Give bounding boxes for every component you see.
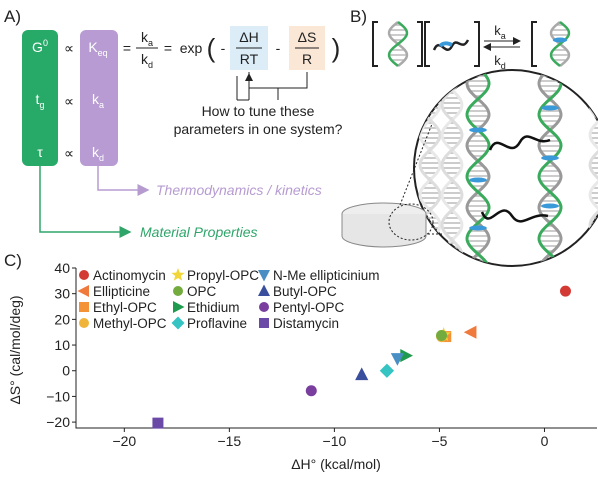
point	[464, 326, 477, 339]
fraction-num: ΔH	[239, 29, 258, 45]
legend-label: Proflavine	[187, 316, 247, 331]
point	[560, 286, 571, 297]
sub: d	[99, 153, 104, 163]
bound-drug	[541, 156, 559, 161]
bound-drug	[469, 128, 487, 133]
legend-label: Ethyl-OPC	[93, 300, 157, 315]
panel-b-art: ka kd	[342, 22, 598, 280]
connector	[249, 72, 307, 100]
proportional: ∝	[64, 93, 74, 109]
x-tick-label: −20	[112, 433, 136, 449]
paren: (	[207, 33, 216, 63]
x-tick-label: −10	[323, 433, 347, 449]
sub: g	[39, 100, 44, 110]
legend-label: Ellipticine	[93, 284, 150, 299]
panel-label: C)	[4, 251, 22, 270]
x-tick-label: −15	[217, 433, 241, 449]
legend-marker	[172, 317, 185, 330]
material-label: Material Properties	[140, 224, 258, 240]
equals: =	[123, 40, 131, 56]
sub: a	[99, 100, 104, 110]
sub: a	[148, 38, 153, 48]
legend-label: Actinomycin	[93, 268, 166, 283]
fraction-den: R	[302, 51, 312, 67]
legend-label: OPC	[187, 284, 217, 299]
proportional: ∝	[64, 145, 74, 161]
fraction-den: RT	[240, 51, 259, 67]
legend-label: Methyl-OPC	[93, 316, 167, 331]
fraction-num: ka	[141, 29, 153, 48]
panel-label: A)	[4, 7, 21, 26]
base: G	[32, 39, 43, 55]
x-axis-label: ΔH° (kcal/mol)	[291, 456, 381, 472]
legend-marker	[173, 286, 183, 296]
question: How to tune these	[202, 103, 315, 119]
rate: ka	[494, 23, 506, 41]
sub: a	[501, 31, 506, 41]
y-tick-label: 0	[62, 363, 70, 379]
fraction-num: ΔS	[298, 29, 317, 45]
page: { "panel_a": { "label": "A)", "propertie…	[0, 0, 598, 474]
y-tick-label: 20	[54, 311, 70, 327]
proportional: ∝	[64, 40, 74, 56]
fraction-den: kd	[141, 51, 153, 70]
arrow	[237, 74, 249, 100]
y-axis-label: ΔS° (cal/mol/deg)	[7, 295, 23, 404]
legend-label: Propyl-OPC	[187, 268, 259, 283]
legend-label: Pentyl-OPC	[273, 300, 345, 315]
bound-drug	[469, 226, 487, 231]
sub: d	[148, 60, 153, 70]
bound-drug	[469, 178, 487, 183]
rate: kd	[494, 53, 506, 71]
y-tick-label: 30	[54, 286, 70, 302]
legend-marker	[79, 318, 89, 328]
legend-marker	[171, 268, 184, 281]
legend-marker	[78, 285, 90, 297]
legend-label: Distamycin	[273, 316, 339, 331]
scatter-chart: C) ΔH° (kcal/mol) ΔS° (cal/mol/deg) −20 −…	[4, 251, 597, 472]
point	[306, 385, 317, 396]
arrow	[98, 166, 148, 190]
y-tick-label: −10	[46, 388, 70, 404]
legend-marker	[258, 285, 270, 297]
exp: exp	[180, 40, 203, 56]
equals: =	[164, 40, 172, 56]
dish	[342, 214, 426, 247]
bound-drug	[541, 204, 559, 209]
x-tick-label: 0	[541, 433, 549, 449]
minus: -	[276, 40, 281, 56]
figure: A) G0 tg τ Keq ka kd ∝ ∝ ∝ = ka kd = exp…	[0, 0, 598, 474]
y-tick-label: 40	[54, 260, 70, 276]
legend-marker	[173, 301, 185, 313]
thermo-label: Thermodynamics / kinetics	[156, 182, 322, 198]
minus: -	[221, 40, 226, 56]
panel-label: B)	[350, 7, 367, 26]
sub: eq	[98, 48, 108, 58]
y-tick-label: 10	[54, 337, 70, 353]
legend-label: Ethidium	[187, 300, 240, 315]
point	[436, 330, 447, 341]
property: τ	[37, 144, 43, 160]
legend-label: N-Me ellipticinium	[273, 268, 380, 283]
paren: )	[332, 33, 341, 63]
sup: 0	[43, 38, 48, 48]
arrow	[40, 166, 130, 232]
y-tick-label: −20	[46, 414, 70, 430]
legend-marker	[79, 270, 89, 280]
bound-drug	[541, 106, 559, 111]
legend-marker	[259, 302, 269, 312]
legend-label: Butyl-OPC	[273, 284, 337, 299]
point	[152, 418, 163, 429]
question: parameters in one system?	[174, 121, 343, 137]
legend-marker	[79, 302, 89, 312]
legend-marker	[258, 270, 270, 282]
point	[355, 367, 368, 380]
ligand-core	[440, 43, 452, 46]
bound-drug	[553, 38, 567, 43]
x-tick-label: −5	[431, 433, 447, 449]
point	[380, 364, 394, 378]
legend-marker	[259, 318, 269, 328]
